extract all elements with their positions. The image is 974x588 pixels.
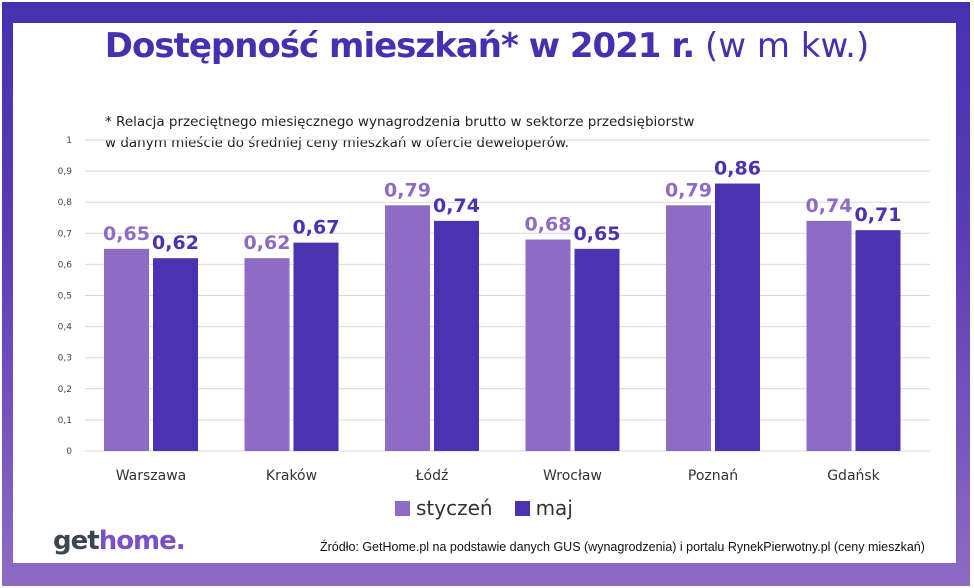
bar-styczen [806,220,852,451]
logo-part-home: home. [98,526,186,556]
bar-styczen [104,248,149,451]
bar-styczen [385,205,430,451]
title-unit: (w m kw.) [704,26,870,66]
x-tick-label: Kraków [266,468,317,484]
gethome-logo: gethome. [53,526,186,556]
y-tick-label: 0,1 [58,416,72,426]
source-note: Źródło: GetHome.pl na podstawie danych G… [320,540,925,554]
y-tick-label: 0,3 [58,354,72,364]
bar-maj [715,183,760,452]
x-tick-label: Łódź [415,468,449,484]
y-tick-label: 0 [66,447,72,457]
data-label: 0,79 [665,179,712,201]
bar-styczen [525,239,571,451]
data-label: 0,62 [244,232,291,254]
legend: styczeń maj [395,496,573,520]
logo-part-get: get [53,526,100,556]
bar-maj [153,258,198,451]
legend-label-styczen: styczeń [416,496,493,520]
legend-label-maj: maj [535,496,573,520]
title-bold: Dostępność mieszkań* w 2021 r. [104,26,695,66]
data-label: 0,67 [293,217,340,239]
footnote-line-1: * Relacja przeciętnego miesięcznego wyna… [105,114,695,130]
y-tick-label: 0,7 [58,229,72,239]
y-tick-label: 0,2 [58,385,72,395]
data-label: 0,68 [525,214,572,236]
bar-styczen [666,205,711,451]
data-label: 0,74 [433,195,480,217]
x-tick-label: Warszawa [116,468,187,484]
legend-swatch-maj [514,500,530,516]
data-label: 0,74 [806,195,853,217]
bar-styczen [244,258,290,451]
data-label: 0,86 [714,158,761,180]
bar-maj [293,242,339,451]
data-label: 0,62 [152,232,199,254]
bar-maj [574,248,620,451]
y-tick-label: 0,4 [58,323,73,333]
bar-maj [434,220,479,451]
x-tick-label: Gdańsk [827,468,880,484]
y-tick-label: 0,5 [58,292,72,302]
legend-item-maj: maj [514,496,573,520]
footnote-line-2: w danym mieście do średniej ceny mieszka… [105,135,570,151]
y-tick-label: 0,9 [58,167,73,177]
footnote: * Relacja przeciętnego miesięcznego wyna… [105,112,694,154]
chart-title: Dostępność mieszkań* w 2021 r. (w m kw.) [0,26,974,66]
legend-swatch-styczen [395,500,410,516]
y-tick-label: 0,6 [58,260,73,270]
data-label: 0,65 [103,223,150,245]
data-label: 0,71 [855,204,902,226]
legend-item-styczen: styczeń [395,496,493,520]
data-label: 0,79 [384,179,431,201]
data-label: 0,65 [574,223,621,245]
bar-maj [855,230,901,451]
y-tick-label: 1 [66,136,72,146]
x-tick-label: Poznań [688,468,738,484]
y-tick-label: 0,8 [58,198,73,208]
x-tick-label: Wrocław [543,468,602,484]
